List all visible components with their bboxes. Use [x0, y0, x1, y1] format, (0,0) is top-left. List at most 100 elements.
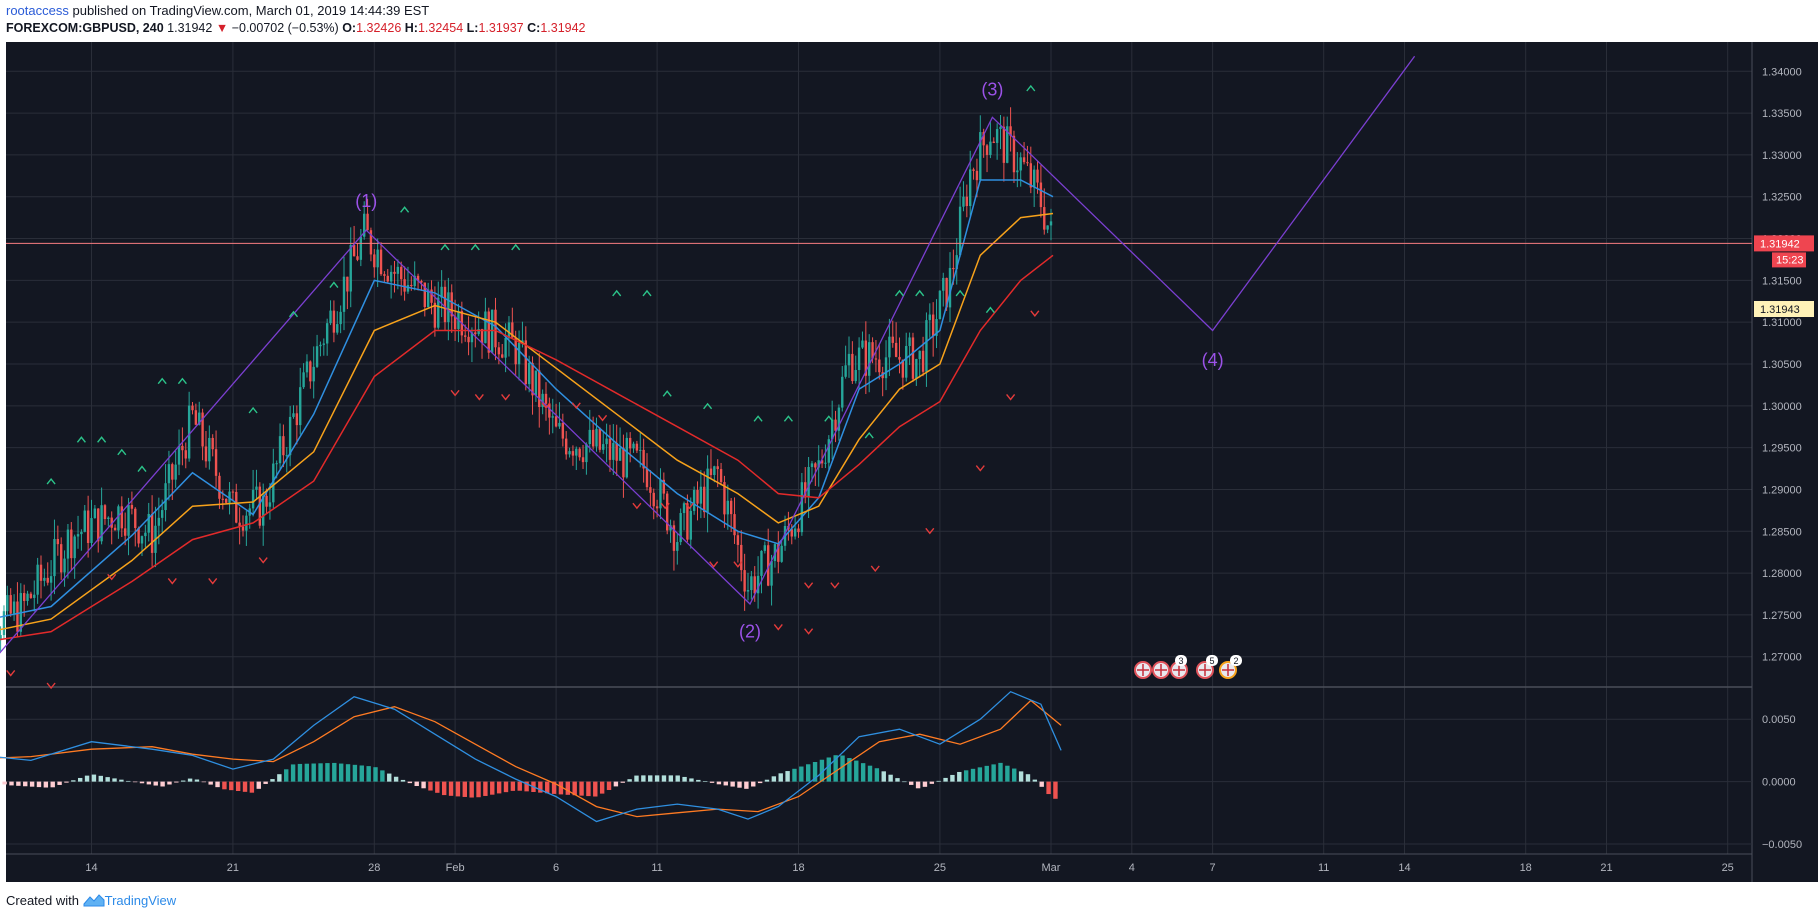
candle-body: [585, 444, 588, 463]
candle-body: [198, 412, 201, 425]
candle-body: [258, 486, 262, 526]
candle-body: [945, 277, 948, 308]
candle-body: [686, 503, 689, 540]
candle-body: [911, 337, 915, 379]
up-marker-icon: [440, 243, 450, 251]
candle-body: [117, 506, 120, 531]
up-marker-icon: [985, 306, 995, 314]
histogram-bar: [716, 781, 722, 785]
histogram-bar: [661, 775, 667, 782]
histogram-bar: [854, 760, 859, 782]
down-marker-icon: [6, 670, 16, 677]
candle-body: [985, 145, 989, 155]
histogram-bar: [840, 755, 845, 782]
candle-body: [868, 342, 871, 376]
candle-body: [474, 332, 477, 335]
x-tick-label: 21: [227, 862, 239, 874]
down-marker-icon: [167, 578, 177, 585]
up-marker-icon: [824, 415, 834, 422]
candle-body: [157, 517, 161, 526]
publish-info: rootaccess published on TradingView.com,…: [6, 3, 429, 19]
wave-label: (1): [355, 191, 377, 211]
candle-body: [571, 451, 575, 456]
elliott-wave-path: [0, 55, 1416, 654]
x-tick-label: 4: [1129, 862, 1135, 874]
histogram-bar: [187, 778, 193, 782]
candle-body: [46, 577, 49, 583]
histogram-bar: [71, 780, 76, 782]
flag-cross-icon: [1137, 664, 1149, 676]
candle-body: [854, 370, 857, 382]
candle-body: [144, 532, 147, 537]
osc-tick-label: 0.0050: [1762, 714, 1796, 726]
candle-body: [938, 290, 942, 320]
candle-body: [1016, 170, 1019, 173]
histogram-bar: [235, 781, 241, 791]
time-axis-background: [6, 854, 1752, 882]
histogram-bar: [936, 780, 941, 782]
candle-body: [628, 437, 632, 449]
x-tick-label: 7: [1210, 862, 1216, 874]
candle-body: [598, 428, 602, 450]
histogram-bar: [194, 779, 200, 782]
candle-body: [554, 416, 558, 427]
up-marker-icon: [117, 448, 127, 456]
candle-body: [817, 460, 820, 468]
candle-body: [255, 486, 258, 490]
candle-body: [948, 267, 952, 308]
histogram-bar: [551, 781, 557, 794]
candle-body: [275, 463, 278, 465]
symbol-label: FOREXCOM:GBPUSD, 240: [6, 21, 164, 35]
author-link[interactable]: rootaccess: [6, 3, 69, 18]
up-marker-icon: [864, 431, 874, 439]
candle-body: [743, 570, 746, 592]
price-change: −0.00702 (−0.53%): [231, 21, 339, 35]
candle-body: [740, 544, 743, 571]
candle-body: [952, 267, 955, 270]
candle-body: [389, 271, 393, 282]
price-chart[interactable]: 1.340001.335001.330001.325001.320001.315…: [0, 42, 1818, 882]
candle-body: [541, 393, 544, 408]
histogram-bar: [1012, 768, 1017, 782]
candle-body: [780, 545, 783, 562]
symbol-info: FOREXCOM:GBPUSD, 240 1.31942 ▼ −0.00702 …: [6, 20, 586, 36]
x-tick-label: 11: [651, 862, 662, 874]
candle-body: [692, 489, 696, 511]
histogram-bar: [771, 776, 777, 782]
moving-average-line-1: [0, 179, 1054, 618]
candle-body: [965, 196, 969, 207]
histogram-bar: [256, 781, 261, 789]
histogram-bar: [139, 781, 145, 784]
candle-body: [83, 510, 86, 532]
candle-body: [931, 314, 935, 336]
candle-body: [221, 498, 224, 500]
candle-body: [383, 274, 386, 276]
candle-body: [194, 410, 198, 425]
candle-body: [332, 310, 336, 333]
histogram-bar: [599, 781, 605, 794]
candle-body: [851, 353, 854, 382]
histogram-bar: [847, 758, 852, 782]
histogram-bar: [174, 781, 179, 783]
candle-body: [905, 346, 908, 378]
candle-body: [174, 464, 177, 480]
up-marker-icon: [76, 436, 86, 443]
histogram-bar: [1005, 765, 1010, 782]
candle-body: [898, 356, 901, 360]
candle-body: [356, 256, 359, 260]
histogram-bar: [407, 781, 413, 784]
candle-body: [201, 412, 204, 447]
histogram-bar: [538, 781, 543, 793]
tradingview-link[interactable]: TradingView: [104, 893, 177, 908]
up-marker-icon: [46, 477, 56, 485]
histogram-bar: [387, 773, 392, 782]
candle-body: [861, 340, 864, 348]
up-marker-icon: [915, 289, 925, 297]
candle-body: [925, 320, 928, 372]
candle-body: [480, 329, 484, 344]
candle-body: [834, 419, 837, 431]
candle-body: [467, 336, 470, 343]
histogram-bar: [510, 781, 516, 791]
candle-body: [403, 279, 406, 292]
candle-body: [871, 342, 874, 359]
